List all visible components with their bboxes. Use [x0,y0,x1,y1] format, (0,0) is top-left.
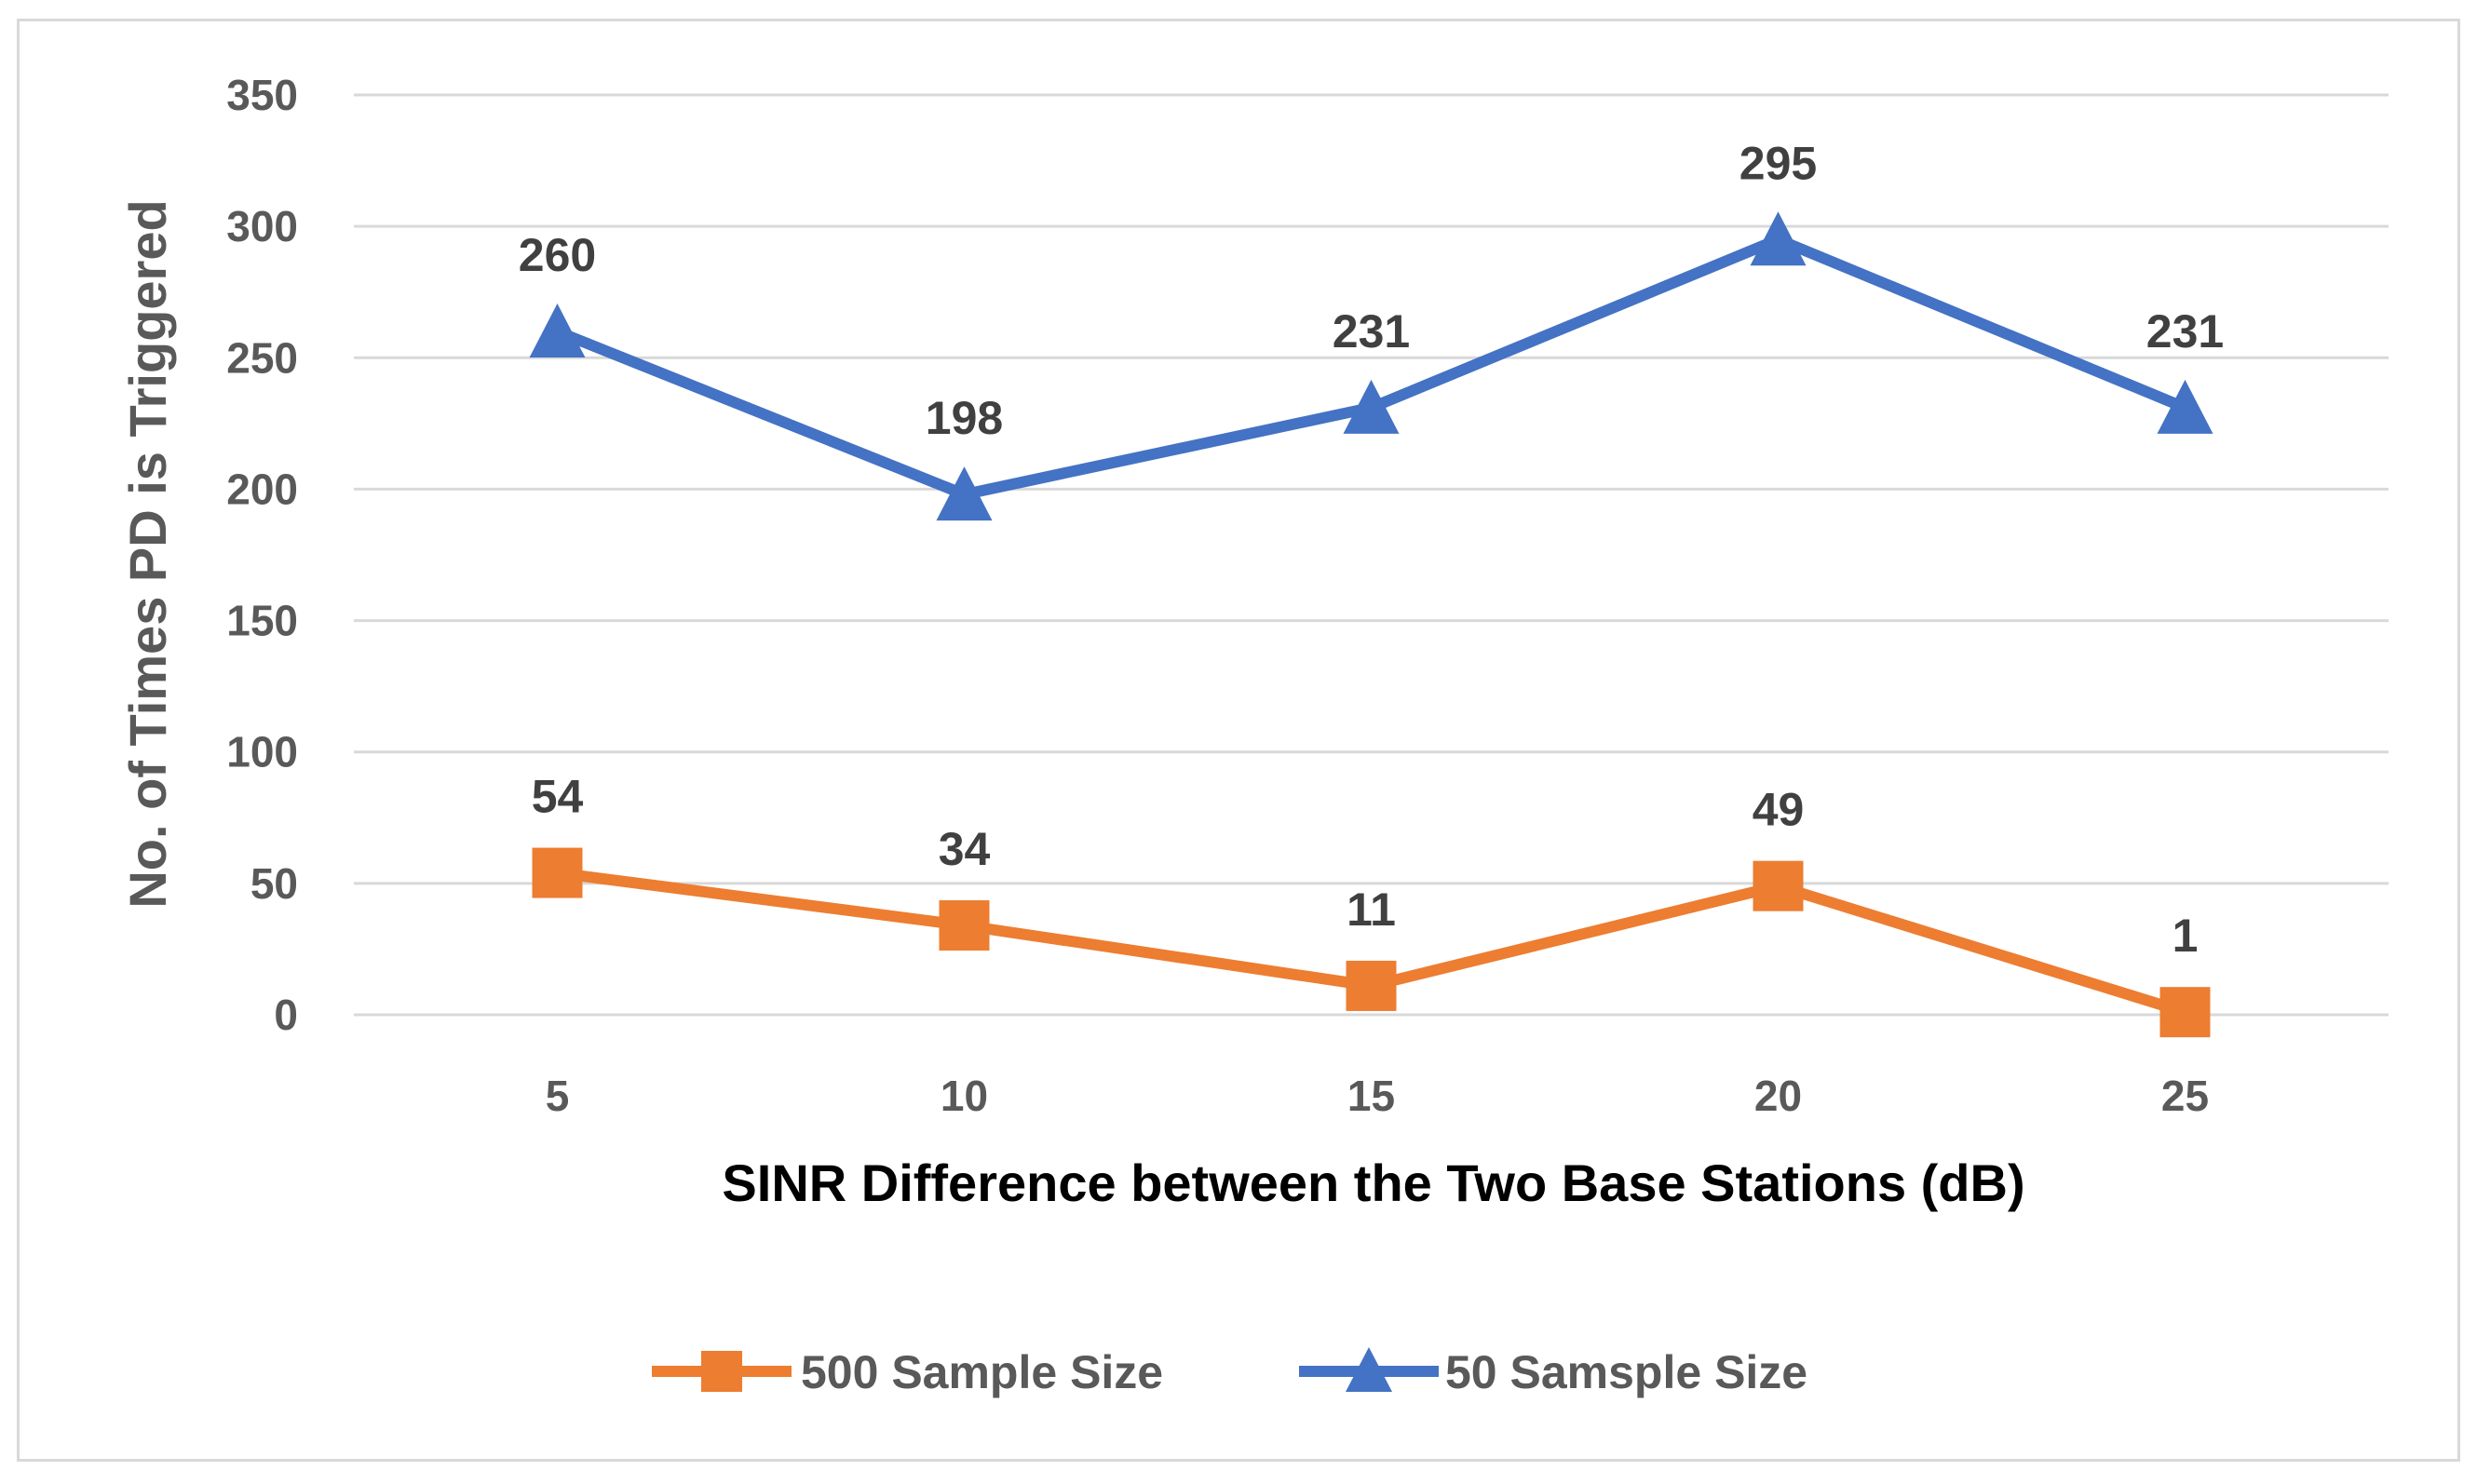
data-labels: 54 34 11 49 1 260 198 231 295 231 [519,137,2224,962]
data-label: 198 [926,392,1003,444]
y-tick-label: 0 [274,991,298,1039]
series-line-50-samsple-size [555,234,2187,501]
y-tick-label: 350 [226,71,298,119]
x-tick-label: 10 [941,1072,988,1120]
data-point-square [2159,987,2211,1038]
x-tick-label: 5 [546,1072,570,1120]
data-point-triangle [1750,211,1807,266]
y-tick-label: 200 [226,465,298,513]
series-layer [529,211,2213,1038]
y-tick-label: 50 [250,859,298,908]
data-label: 231 [1333,305,1410,358]
legend-item-500-sample-size: 500 Sample Size [652,1346,1163,1398]
legend-square-marker [701,1351,742,1392]
data-point-triangle [1343,379,1400,434]
data-label: 11 [1347,884,1396,936]
legend-triangle-marker [1346,1347,1392,1392]
y-axis-ticks: 0 50 100 150 200 250 300 350 [226,71,298,1039]
y-tick-label: 150 [226,597,298,645]
legend: 500 Sample Size 50 Samsple Size [652,1346,1807,1398]
y-tick-label: 250 [226,333,298,382]
data-label: 260 [519,229,596,281]
data-point-triangle [936,466,993,521]
data-label: 295 [1739,137,1817,189]
x-tick-label: 25 [2161,1072,2209,1120]
y-axis-title: No. of Times PD is Triggered [118,199,177,908]
data-label: 1 [2172,910,2199,962]
x-tick-label: 20 [1754,1072,1802,1120]
chart-frame [17,19,2460,1462]
legend-item-50-samsple-size: 50 Samsple Size [1299,1346,1807,1398]
data-point-square [1753,860,1804,911]
data-point-triangle [529,304,586,358]
data-point-square [532,847,583,898]
y-tick-label: 300 [226,202,298,250]
data-point-triangle [2157,379,2213,434]
data-label: 49 [1753,784,1805,836]
x-axis-ticks: 5 10 15 20 25 [546,1072,2209,1120]
x-tick-label: 15 [1347,1072,1395,1120]
data-point-square [939,900,990,951]
gridlines [354,93,2389,1017]
legend-label-500-sample-size: 500 Sample Size [801,1346,1163,1398]
data-label: 231 [2146,305,2224,358]
data-label: 54 [532,771,584,823]
data-point-square [1346,960,1397,1011]
legend-label-50-samsple-size: 50 Samsple Size [1445,1346,1807,1398]
x-axis-title: SINR Difference between the Two Base Sta… [722,1153,2024,1212]
y-tick-label: 100 [226,728,298,776]
data-label: 34 [939,823,991,875]
